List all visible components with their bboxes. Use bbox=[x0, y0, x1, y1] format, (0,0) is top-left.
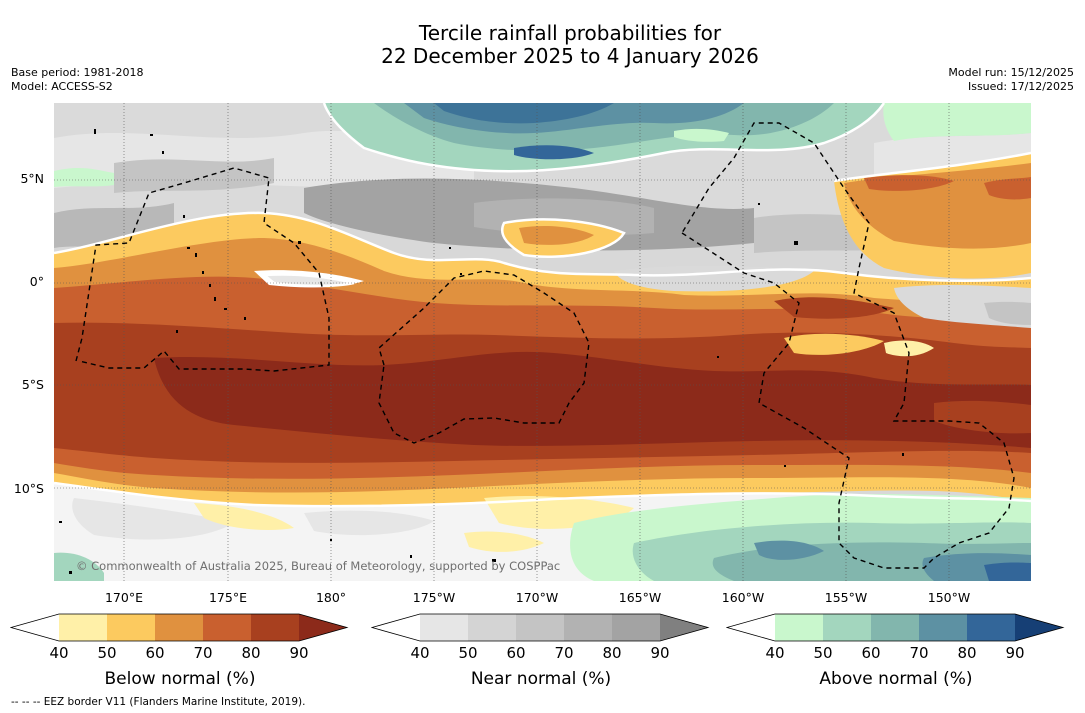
cb-above-tick: 90 bbox=[1005, 644, 1025, 662]
cb-above-label: Above normal (%) bbox=[819, 669, 973, 689]
cb-below-label: Below normal (%) bbox=[104, 669, 256, 689]
colorbar-near-segment bbox=[612, 614, 660, 641]
colorbar-above-segment bbox=[1015, 614, 1063, 641]
lon-label-155w: 155°W bbox=[824, 590, 868, 605]
eez-borders bbox=[75, 122, 1015, 569]
lon-label-165w: 165°W bbox=[618, 590, 662, 605]
cb-above-tick: 40 bbox=[765, 644, 785, 662]
cb-below-tick: 60 bbox=[145, 644, 165, 662]
meta-right: Model run: 15/12/2025 Issued: 17/12/2025 bbox=[948, 66, 1074, 94]
model-run: Model run: 15/12/2025 bbox=[948, 66, 1074, 79]
cb-below-tick: 70 bbox=[193, 644, 213, 662]
cb-above-tick: 70 bbox=[909, 644, 929, 662]
below-normal-northeast-patch bbox=[502, 153, 1031, 279]
lat-label-5n: 5°N bbox=[20, 171, 44, 186]
cb-below-tick: 50 bbox=[97, 644, 117, 662]
cb-near-tick: 80 bbox=[602, 644, 622, 662]
lon-label-180: 180° bbox=[315, 590, 347, 605]
colorbar-below-segment bbox=[203, 614, 251, 641]
colorbar-above-segment bbox=[775, 614, 823, 641]
colorbar-near-segment bbox=[468, 614, 516, 641]
lon-label-175w: 175°W bbox=[412, 590, 456, 605]
colorbar-above-svg bbox=[725, 613, 1065, 642]
colorbar-below-segment bbox=[59, 614, 107, 641]
colorbar-below-normal bbox=[9, 613, 350, 647]
above-normal-north-zone bbox=[54, 103, 1031, 187]
lon-label-175e: 175°E bbox=[208, 590, 247, 605]
title-line-2: 22 December 2025 to 4 January 2026 bbox=[381, 44, 759, 68]
colorbar-above-normal bbox=[725, 613, 1066, 647]
colorbar-near-segment bbox=[660, 614, 708, 641]
colorbar-above-segment bbox=[967, 614, 1015, 641]
lat-label-10s: 10°S bbox=[13, 481, 44, 496]
lat-label-5s: 5°S bbox=[21, 377, 44, 392]
colorbar-near-segment bbox=[372, 614, 420, 641]
colorbar-above-segment bbox=[823, 614, 871, 641]
cb-above-tick: 80 bbox=[957, 644, 977, 662]
colorbar-near-segment bbox=[420, 614, 468, 641]
meta-left: Base period: 1981-2018 Model: ACCESS-S2 bbox=[11, 66, 143, 94]
colorbar-near-segment bbox=[564, 614, 612, 641]
cb-near-tick: 90 bbox=[650, 644, 670, 662]
base-period: Base period: 1981-2018 bbox=[11, 66, 144, 79]
cb-below-tick: 90 bbox=[289, 644, 309, 662]
category-boundaries bbox=[54, 103, 1031, 508]
eez-legend: -- -- -- EEZ border V11 (Flanders Marine… bbox=[11, 696, 306, 708]
lon-label-170w: 170°W bbox=[515, 590, 559, 605]
below-normal-equatorial-zone bbox=[54, 212, 1031, 509]
colorbar-below-svg bbox=[9, 613, 349, 642]
cb-above-tick: 60 bbox=[861, 644, 881, 662]
map-svg bbox=[54, 103, 1031, 581]
cb-above-tick: 50 bbox=[813, 644, 833, 662]
cb-near-tick: 40 bbox=[410, 644, 430, 662]
colorbar-above-segment bbox=[727, 614, 775, 641]
colorbar-near-segment bbox=[516, 614, 564, 641]
above-normal-southeast-zone bbox=[54, 494, 1031, 581]
map-title: Tercile rainfall probabilities for 22 De… bbox=[0, 22, 1085, 68]
issued-date: Issued: 17/12/2025 bbox=[967, 80, 1074, 93]
cb-near-tick: 70 bbox=[554, 644, 574, 662]
colorbar-below-segment bbox=[251, 614, 299, 641]
colorbar-above-segment bbox=[919, 614, 967, 641]
graticule bbox=[54, 103, 1031, 581]
cb-near-tick: 60 bbox=[506, 644, 526, 662]
colorbar-above-segment bbox=[871, 614, 919, 641]
title-line-1: Tercile rainfall probabilities for bbox=[418, 21, 722, 45]
colorbar-below-segment bbox=[107, 614, 155, 641]
islands bbox=[59, 129, 904, 574]
model-name: Model: ACCESS-S2 bbox=[11, 80, 113, 93]
colorbar-below-segment bbox=[11, 614, 59, 641]
colorbar-near-svg bbox=[370, 613, 710, 642]
rainfall-probability-map bbox=[54, 103, 1031, 581]
lon-label-150w: 150°W bbox=[927, 590, 971, 605]
lat-label-0: 0° bbox=[29, 274, 44, 289]
cb-below-tick: 80 bbox=[241, 644, 261, 662]
colorbar-near-normal bbox=[370, 613, 711, 647]
copyright-notice: © Commonwealth of Australia 2025, Bureau… bbox=[76, 559, 561, 573]
cb-near-tick: 50 bbox=[458, 644, 478, 662]
cb-near-label: Near normal (%) bbox=[470, 669, 612, 689]
colorbar-below-segment bbox=[155, 614, 203, 641]
lon-label-160w: 160°W bbox=[721, 590, 765, 605]
lon-label-170e: 170°E bbox=[104, 590, 143, 605]
colorbar-below-segment bbox=[299, 614, 347, 641]
cb-below-tick: 40 bbox=[49, 644, 69, 662]
